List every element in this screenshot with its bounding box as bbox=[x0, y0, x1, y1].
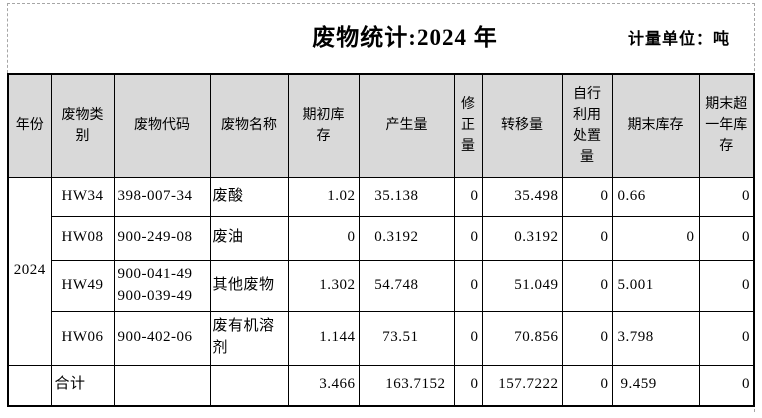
cell-opening-stock[interactable]: 0 bbox=[287, 215, 360, 261]
cell-over-one-year-stock[interactable]: 0 bbox=[698, 259, 755, 312]
cell-name-empty[interactable] bbox=[209, 364, 289, 407]
cell-correction[interactable]: 0 bbox=[453, 259, 483, 312]
cell-correction[interactable]: 0 bbox=[453, 176, 483, 217]
cell-code-empty[interactable] bbox=[113, 364, 211, 407]
cell-transferred[interactable]: 35.498 bbox=[481, 176, 563, 217]
total-closing-stock[interactable]: 9.459 bbox=[611, 364, 700, 407]
cell-closing-stock[interactable]: 0 bbox=[611, 215, 700, 261]
total-label-cell[interactable]: 合计 bbox=[50, 364, 115, 407]
total-transferred[interactable]: 157.7222 bbox=[481, 364, 563, 407]
header-transferred[interactable]: 转移量 bbox=[481, 73, 563, 178]
cell-code[interactable]: 900-402-06 bbox=[113, 310, 211, 366]
header-row: 年份 废物类别 废物代码 废物名称 期初库存 产生量 修正量 转移量 自行利用处… bbox=[7, 73, 755, 178]
cell-correction[interactable]: 0 bbox=[453, 215, 483, 261]
total-generated[interactable]: 163.7152 bbox=[358, 364, 455, 407]
cell-transferred[interactable]: 0.3192 bbox=[481, 215, 563, 261]
table-row: HW06 900-402-06 废有机溶剂 1.144 73.51 0 70.8… bbox=[8, 310, 755, 366]
cell-over-one-year-stock[interactable]: 0 bbox=[698, 176, 755, 217]
header-self-disposal[interactable]: 自行利用处置量 bbox=[561, 73, 613, 178]
header-generated[interactable]: 产生量 bbox=[358, 73, 455, 178]
header-code[interactable]: 废物代码 bbox=[113, 73, 211, 178]
table-row: HW49 900-041-49 900-039-49 其他废物 1.302 54… bbox=[8, 259, 755, 312]
waste-statistics-table: 年份 废物类别 废物代码 废物名称 期初库存 产生量 修正量 转移量 自行利用处… bbox=[7, 73, 755, 407]
cell-closing-stock[interactable]: 3.798 bbox=[611, 310, 700, 366]
cell-generated[interactable]: 0.3192 bbox=[358, 215, 455, 261]
year-cell[interactable]: 2024 bbox=[7, 176, 52, 366]
cell-closing-stock[interactable]: 5.001 bbox=[611, 259, 700, 312]
cell-self-disposal[interactable]: 0 bbox=[561, 215, 613, 261]
cell-name[interactable]: 其他废物 bbox=[209, 259, 289, 312]
total-self-disposal[interactable]: 0 bbox=[561, 364, 613, 407]
total-correction[interactable]: 0 bbox=[453, 364, 483, 407]
cell-over-one-year-stock[interactable]: 0 bbox=[698, 310, 755, 366]
sheet-title: 废物统计:2024 年 bbox=[312, 25, 498, 50]
total-opening-stock[interactable]: 3.466 bbox=[287, 364, 360, 407]
total-over-one-year-stock[interactable]: 0 bbox=[698, 364, 755, 407]
header-year[interactable]: 年份 bbox=[7, 73, 52, 178]
table-row: HW08 900-249-08 废油 0 0.3192 0 0.3192 0 0… bbox=[8, 215, 755, 261]
cell-opening-stock[interactable]: 1.02 bbox=[287, 176, 360, 217]
cell-code[interactable]: 900-041-49 900-039-49 bbox=[113, 259, 211, 312]
cell-opening-stock[interactable]: 1.144 bbox=[287, 310, 360, 366]
header-closing-stock[interactable]: 期末库存 bbox=[611, 73, 700, 178]
cell-name[interactable]: 废酸 bbox=[209, 176, 289, 217]
unit-label: 计量单位：吨 bbox=[628, 31, 731, 48]
cell-name[interactable]: 废油 bbox=[209, 215, 289, 261]
cell-transferred[interactable]: 70.856 bbox=[481, 310, 563, 366]
table-row: 2024 HW34 398-007-34 废酸 1.02 35.138 0 35… bbox=[7, 176, 755, 366]
cell-category[interactable]: HW49 bbox=[50, 259, 115, 312]
cell-self-disposal[interactable]: 0 bbox=[561, 310, 613, 366]
cell-code[interactable]: 398-007-34 bbox=[113, 176, 211, 217]
cell-correction[interactable]: 0 bbox=[453, 310, 483, 366]
header-over-one-year-stock[interactable]: 期末超一年库存 bbox=[698, 73, 755, 178]
header-correction[interactable]: 修正量 bbox=[453, 73, 483, 178]
cell-code[interactable]: 900-249-08 bbox=[113, 215, 211, 261]
cell-category[interactable]: HW06 bbox=[50, 310, 115, 366]
cell-over-one-year-stock[interactable]: 0 bbox=[698, 215, 755, 261]
cell-generated[interactable]: 73.51 bbox=[358, 310, 455, 366]
header-opening-stock[interactable]: 期初库存 bbox=[287, 73, 360, 178]
cell-name[interactable]: 废有机溶剂 bbox=[209, 310, 289, 366]
cell-category[interactable]: HW34 bbox=[50, 176, 115, 217]
cell-category[interactable]: HW08 bbox=[50, 215, 115, 261]
cell-generated[interactable]: 35.138 bbox=[358, 176, 455, 217]
header-category[interactable]: 废物类别 bbox=[50, 73, 115, 178]
page-break-dash-top bbox=[7, 3, 755, 4]
cell-year-empty[interactable] bbox=[7, 364, 52, 407]
header-name[interactable]: 废物名称 bbox=[209, 73, 289, 178]
cell-self-disposal[interactable]: 0 bbox=[561, 176, 613, 217]
cell-self-disposal[interactable]: 0 bbox=[561, 259, 613, 312]
cell-transferred[interactable]: 51.049 bbox=[481, 259, 563, 312]
cell-generated[interactable]: 54.748 bbox=[358, 259, 455, 312]
cell-closing-stock[interactable]: 0.66 bbox=[611, 176, 700, 217]
cell-opening-stock[interactable]: 1.302 bbox=[287, 259, 360, 312]
page-break-dash-left bbox=[7, 3, 8, 73]
total-row: 合计 3.466 163.7152 0 157.7222 0 9.459 0 bbox=[7, 364, 755, 407]
